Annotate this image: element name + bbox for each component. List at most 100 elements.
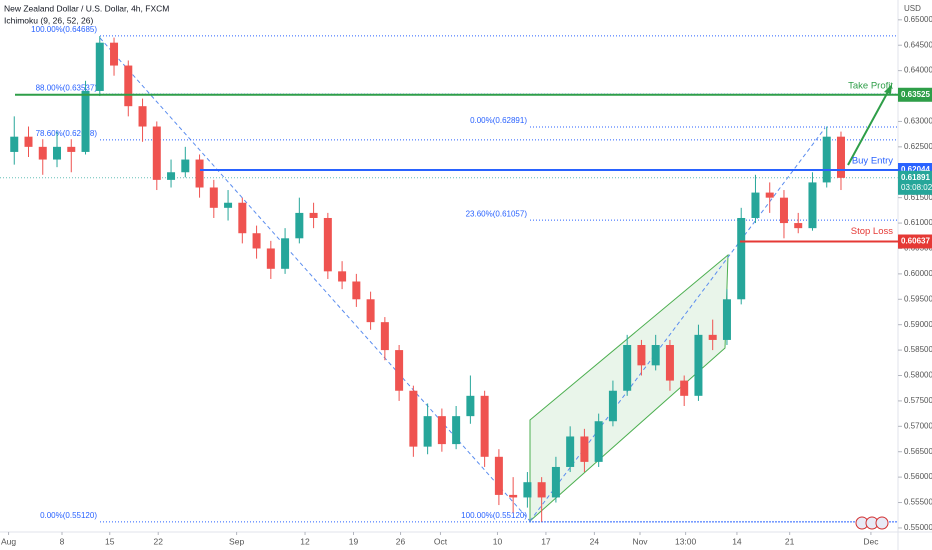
x-tick-label: 21 <box>785 536 795 546</box>
candle-body <box>594 421 603 462</box>
price-tag-label: 0.60637 <box>901 237 930 246</box>
candle-body <box>124 65 133 107</box>
candle-body <box>110 42 119 66</box>
candle-body <box>551 466 560 498</box>
target-arrow <box>847 87 891 166</box>
candle-body <box>836 136 845 178</box>
candle-body <box>366 299 375 323</box>
price-tag-label: 0.62044 <box>901 165 930 174</box>
candle-body <box>651 345 660 366</box>
candle-body <box>152 126 161 180</box>
y-tick-label: 0.57500 <box>904 396 932 405</box>
candle-body <box>466 395 475 417</box>
x-tick-label: 10 <box>493 536 503 546</box>
candle-body <box>352 281 361 300</box>
candle-body <box>765 192 774 198</box>
candle-body <box>665 345 674 381</box>
candle-body <box>480 395 489 457</box>
y-tick-label: 0.56000 <box>904 472 932 481</box>
y-tick-label: 0.65000 <box>904 15 932 24</box>
candle-body <box>266 248 275 269</box>
candle-body <box>523 482 532 498</box>
candle-body <box>295 212 304 239</box>
candle-body <box>338 271 347 282</box>
indicator-label: Ichimoku (9, 26, 52, 26) <box>4 15 93 25</box>
candle-body <box>380 322 389 351</box>
candle-body <box>195 159 204 188</box>
countdown: 03:08:02 <box>901 183 932 192</box>
candle-body <box>238 202 247 234</box>
x-tick-label: Dec <box>863 536 879 546</box>
arrow-head <box>884 84 892 94</box>
candle-body <box>722 299 731 340</box>
candle-body <box>437 416 446 445</box>
fib-label: 100.00%(0.55120) <box>461 511 527 520</box>
fib-label: 0.00%(0.62891) <box>470 116 527 125</box>
candle-body <box>794 223 803 229</box>
candle-body <box>751 192 760 218</box>
candle-body <box>409 390 418 447</box>
y-tick-label: 0.58000 <box>904 371 932 380</box>
candle-body <box>637 345 646 366</box>
y-tick-label: 0.61000 <box>904 218 932 227</box>
x-tick-label: Sep <box>229 536 244 546</box>
candle-body <box>737 217 746 300</box>
candle-body <box>580 436 589 462</box>
candle-body <box>81 90 90 152</box>
candle-body <box>822 136 831 183</box>
last-price-label: 0.61891 <box>901 173 930 182</box>
candle-body <box>423 416 432 447</box>
x-tick-label: 8 <box>60 536 65 546</box>
fib-label: 0.00%(0.55120) <box>40 511 97 520</box>
candle-body <box>537 482 546 498</box>
candle-body <box>323 217 332 272</box>
x-tick-label: 22 <box>153 536 163 546</box>
fib-label: 100.00%(0.64685) <box>31 25 97 34</box>
chart-title: New Zealand Dollar / U.S. Dollar, 4h, FX… <box>4 3 169 13</box>
y-tick-label: 0.56500 <box>904 447 932 456</box>
x-tick-label: 26 <box>396 536 406 546</box>
candle-body <box>281 238 290 269</box>
last-price-tag <box>898 170 932 195</box>
candle-body <box>566 436 575 467</box>
x-tick-label: Oct <box>434 536 448 546</box>
candle-body <box>138 106 147 127</box>
candle-body <box>181 159 190 173</box>
fib-label: 88.00%(0.63537) <box>36 83 98 92</box>
candle-body <box>608 390 617 422</box>
candle-body <box>167 172 176 180</box>
y-tick-label: 0.58500 <box>904 345 932 354</box>
candle-body <box>452 416 461 445</box>
candle-body <box>24 136 33 147</box>
y-tick-label: 0.59000 <box>904 320 932 329</box>
candle-body <box>67 146 76 152</box>
y-tick-label: 0.55500 <box>904 498 932 507</box>
trade-level-name: Take Profit <box>848 80 893 91</box>
candle-body <box>623 345 632 391</box>
price-tag-label: 0.63525 <box>901 90 930 99</box>
candle-body <box>494 456 503 495</box>
currency-label: USD <box>904 4 921 13</box>
y-tick-label: 0.61500 <box>904 193 932 202</box>
x-tick-label: Nov <box>632 536 648 546</box>
candle-body <box>779 197 788 224</box>
candle-body <box>10 136 19 152</box>
x-tick-label: 24 <box>590 536 600 546</box>
fib-label: 78.60%(0.62638) <box>36 129 98 138</box>
y-tick-label: 0.64500 <box>904 40 932 49</box>
y-tick-label: 0.62500 <box>904 142 932 151</box>
candle-body <box>38 146 47 160</box>
trade-level-name: Buy Entry <box>852 156 893 167</box>
y-tick-label: 0.63000 <box>904 117 932 126</box>
fib-label: 23.60%(0.61057) <box>466 209 528 218</box>
price-tag <box>898 234 932 249</box>
x-tick-label: 12 <box>300 536 310 546</box>
y-tick-label: 0.60000 <box>904 269 932 278</box>
candle-body <box>509 494 518 498</box>
event-icon[interactable] <box>875 516 889 530</box>
y-tick-label: 0.57000 <box>904 421 932 430</box>
candle-body <box>224 202 233 208</box>
x-tick-label: 19 <box>349 536 359 546</box>
